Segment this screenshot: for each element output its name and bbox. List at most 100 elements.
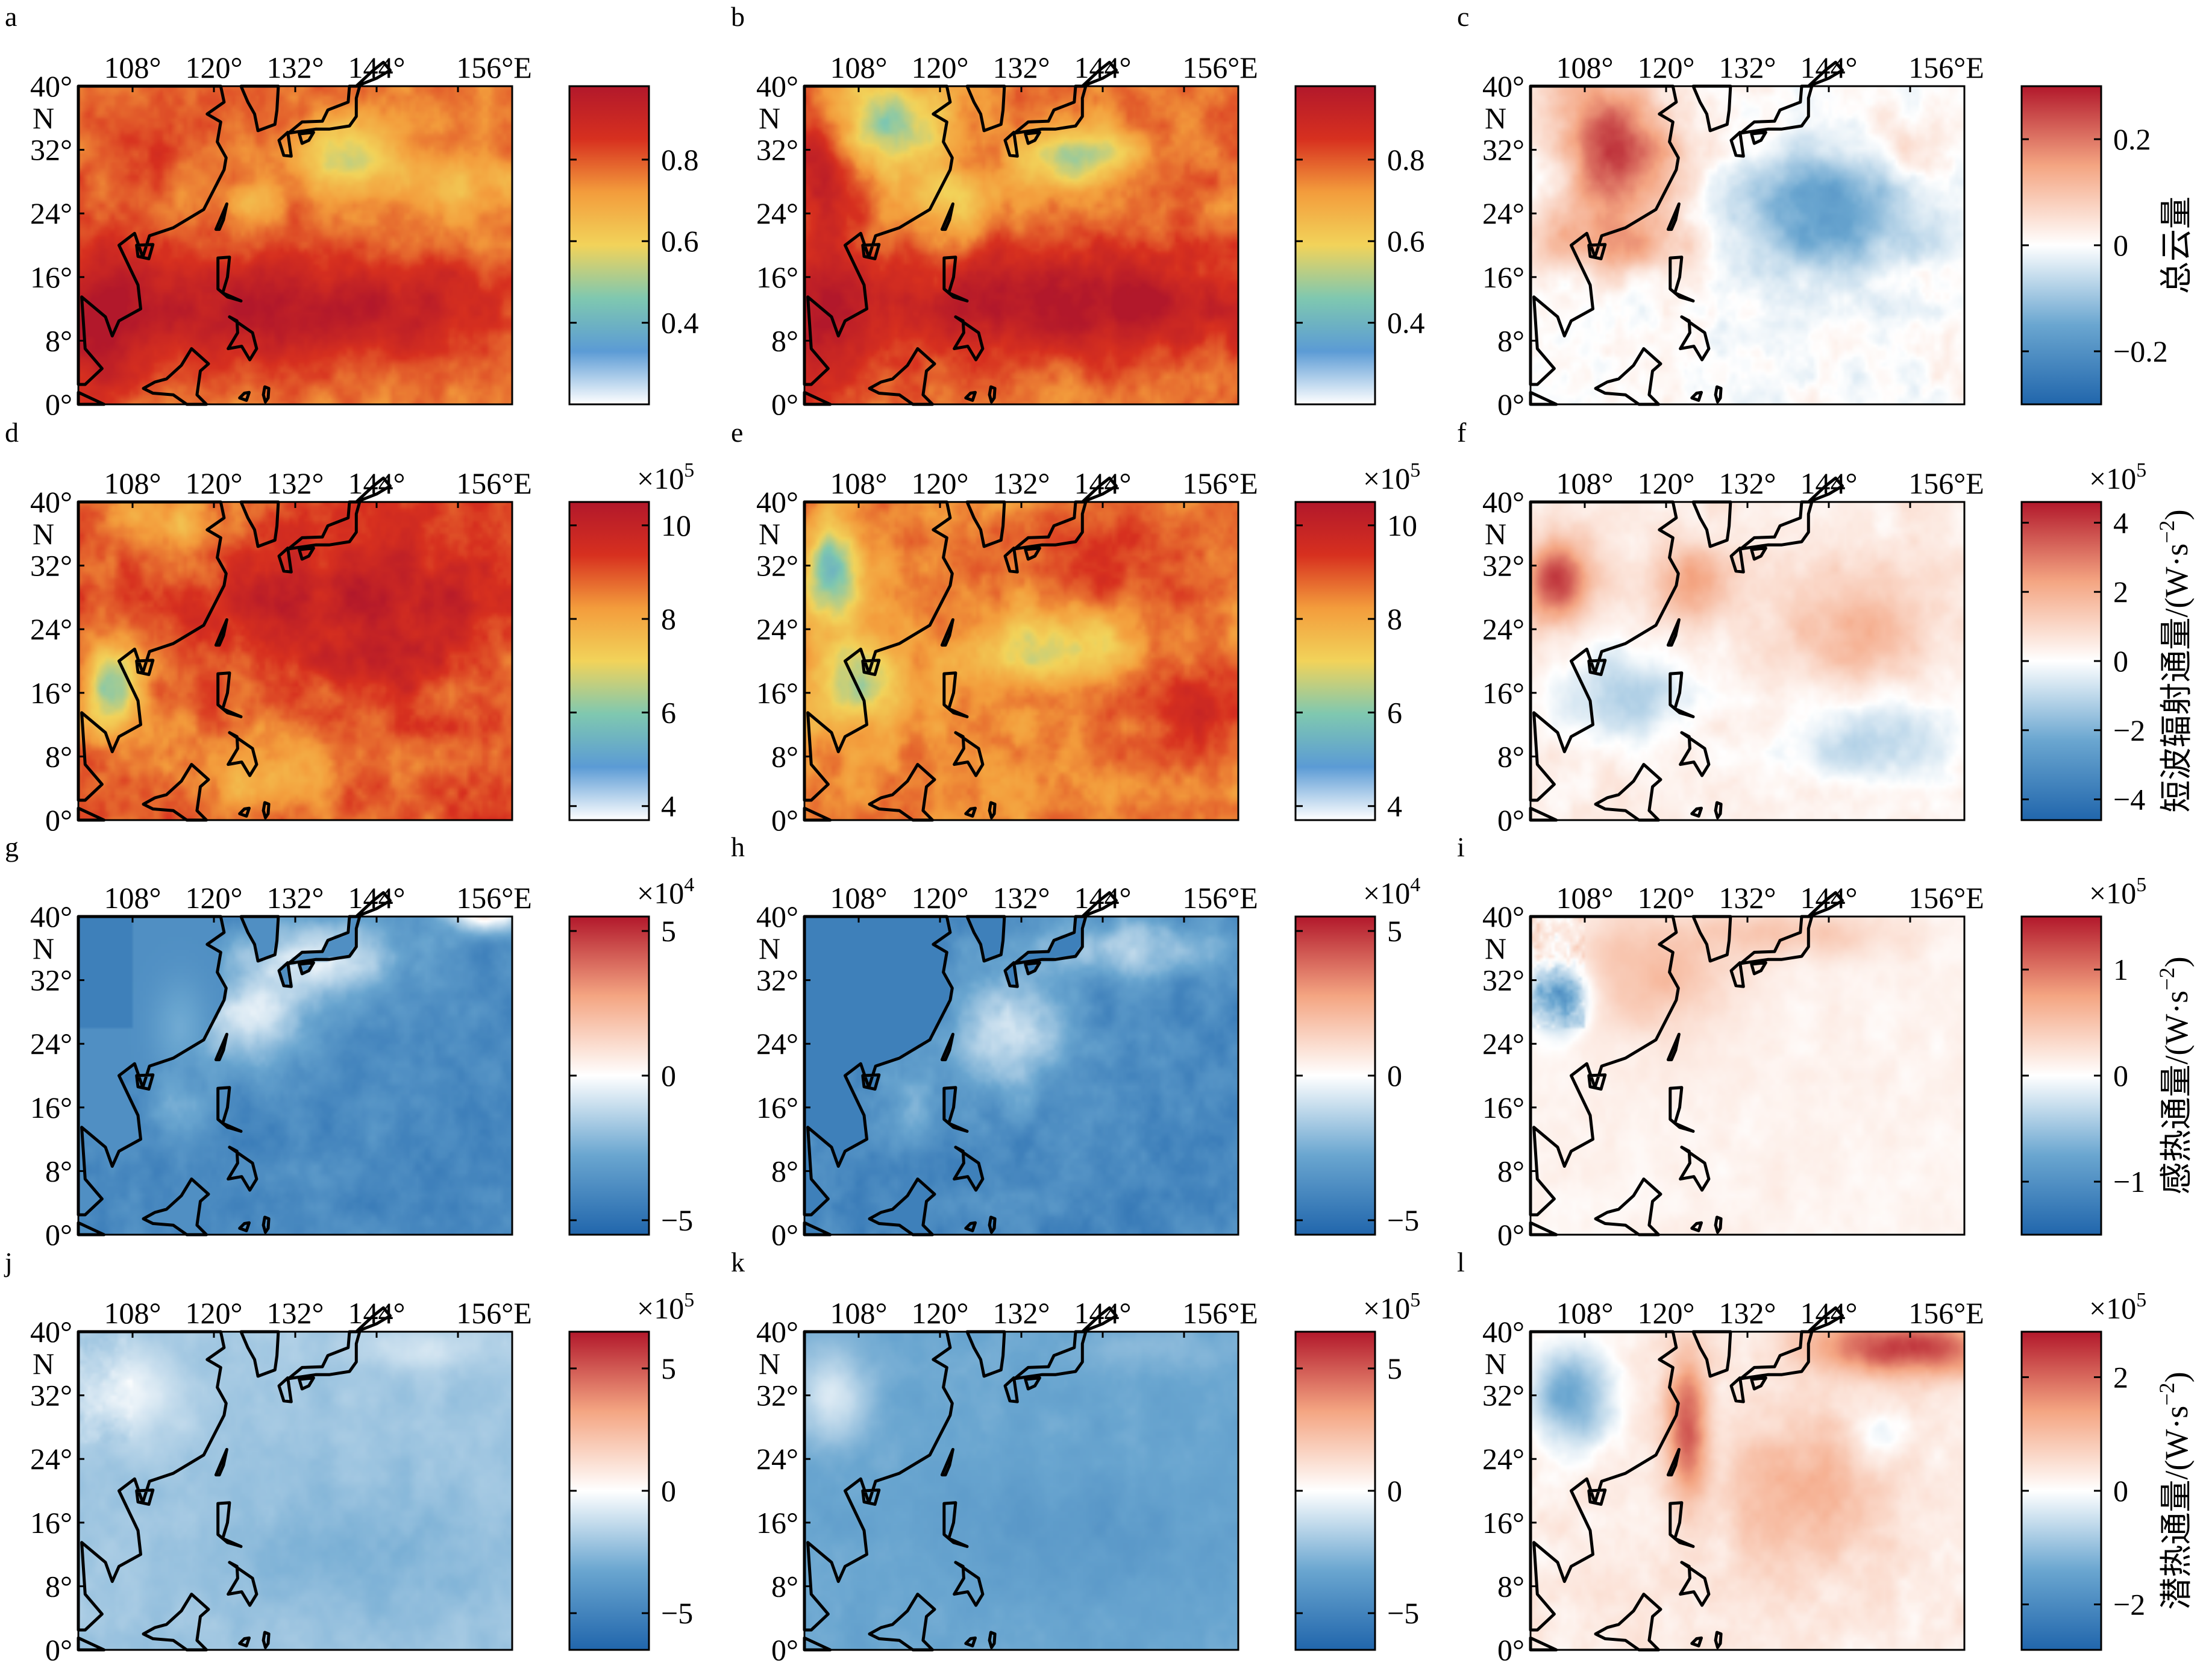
- lon-tick-label: 132°: [993, 881, 1050, 915]
- row-title-exponent: −2: [2155, 1382, 2179, 1405]
- lat-tick-label: 40°: [756, 1315, 798, 1349]
- lat-tick-label: 0°: [771, 803, 798, 837]
- panel-b: b 108° 120° 132° 144° 156°E 40° 32° 24° 16° 8° 0° N 0…: [731, 1, 1425, 421]
- panel-label: b: [731, 1, 745, 32]
- row-title-main: 短波辐射通量/(W·s: [2158, 544, 2195, 813]
- lat-tick-label: 16°: [1482, 676, 1524, 710]
- lat-tick-label: 32°: [1482, 549, 1524, 583]
- lat-tick-label: 32°: [756, 549, 798, 583]
- colorbar-tick-label: −0.2: [2113, 334, 2168, 368]
- multiplier-exponent: 5: [2136, 1289, 2146, 1311]
- lat-tick-label: 8°: [1497, 739, 1524, 773]
- panel-d: d 108° 120° 132° 144° 156°E 40° 32° 24° 16° 8° 0° N 1…: [5, 417, 694, 837]
- lon-tick-label: 144°: [1074, 51, 1132, 84]
- panel-label: e: [731, 417, 743, 448]
- colorbar-tick-label: 0.2: [2113, 122, 2151, 156]
- colorbar-tick-label: −2: [2113, 1588, 2145, 1622]
- row-title-main: 感热通量/(W·s: [2158, 991, 2195, 1195]
- lat-tick-label: 8°: [1497, 1154, 1524, 1188]
- colorbar-tick-label: 4: [2113, 506, 2128, 539]
- panel-i: i 108° 120° 132° 144° 156°E 40° 32° 24° 16° 8° 0° N 1…: [1457, 832, 2146, 1252]
- lon-tick-label: 132°: [267, 1296, 324, 1330]
- lon-tick-label: 156°E: [1182, 881, 1258, 915]
- lat-tick-label: 24°: [756, 1027, 798, 1061]
- lat-tick-label: 8°: [1497, 324, 1524, 357]
- lat-tick-label: 24°: [30, 1027, 72, 1061]
- lat-tick-label: 24°: [1482, 612, 1524, 646]
- panel-f: f 108° 120° 132° 144° 156°E 40° 32° 24° 16° 8° 0° N 4…: [1457, 417, 2146, 837]
- lon-tick-label: 120°: [912, 881, 969, 915]
- multiplier-exponent: 4: [1410, 874, 1420, 896]
- colorbar-tick-label: −2: [2113, 713, 2145, 747]
- colorbar-tick-label: 5: [1387, 1352, 1402, 1385]
- lat-tick-label: 8°: [771, 324, 798, 357]
- multiplier-exponent: 5: [684, 1289, 694, 1311]
- colorbar-tick-label: 0.8: [661, 143, 699, 177]
- lat-tick-label: 8°: [771, 1569, 798, 1603]
- lat-tick-label: 0°: [45, 803, 72, 837]
- colorbar-tick-label: 6: [661, 695, 676, 729]
- multiplier-base: ×10: [637, 462, 684, 495]
- lat-tick-label: 0°: [45, 1218, 72, 1252]
- panel-l: l 108° 120° 132° 144° 156°E 40° 32° 24° 16° 8° 0° N 2…: [1457, 1247, 2146, 1667]
- lat-tick-label: 8°: [771, 739, 798, 773]
- lat-tick-label: 16°: [756, 1091, 798, 1124]
- lon-tick-label: 132°: [1719, 51, 1776, 84]
- lat-tick-label: 24°: [30, 612, 72, 646]
- colorbar: [1294, 1331, 1376, 1651]
- lat-tick-label: 40°: [30, 485, 72, 519]
- lat-tick-label: 0°: [771, 1633, 798, 1667]
- panel-h: h 108° 120° 132° 144° 156°E 40° 32° 24° 16° 8° 0° N 5…: [731, 832, 1420, 1252]
- lat-tick-label: 32°: [30, 133, 72, 167]
- colorbar-tick-label: −5: [661, 1596, 693, 1630]
- lon-tick-label: 108°: [830, 466, 888, 500]
- lat-tick-label: 40°: [1482, 69, 1524, 103]
- colorbar: [2020, 1331, 2102, 1651]
- lat-tick-label: 40°: [30, 69, 72, 103]
- row-title-text: 总云量: [2158, 196, 2195, 294]
- lat-tick-label: 0°: [771, 1218, 798, 1252]
- panel-j: j 108° 120° 132° 144° 156°E 40° 32° 24° 16° 8° 0° N 5…: [4, 1247, 694, 1667]
- colorbar-multiplier: ×105: [637, 459, 694, 495]
- colorbar-tick-label: −1: [2113, 1165, 2145, 1199]
- row-title: 感热通量/(W·s−2): [2155, 956, 2195, 1194]
- multiplier-exponent: 5: [1410, 459, 1420, 481]
- row-title: 短波辐射通量/(W·s−2): [2155, 509, 2195, 812]
- colorbar-tick-label: −5: [1387, 1596, 1419, 1630]
- colorbar-tick-label: 5: [1387, 914, 1402, 948]
- multiplier-exponent: 5: [2136, 459, 2146, 481]
- lat-tick-label: 32°: [756, 1379, 798, 1412]
- row-title-close: ): [2158, 509, 2195, 520]
- panel-label: h: [731, 832, 745, 862]
- lon-tick-label: 144°: [348, 881, 406, 915]
- lat-tick-label: 24°: [1482, 1027, 1524, 1061]
- lat-tick-label: 16°: [756, 676, 798, 710]
- lat-tick-label: 32°: [30, 549, 72, 583]
- lat-unit: N: [1485, 101, 1506, 135]
- colorbar-tick-label: 0: [1387, 1059, 1402, 1092]
- lon-tick-label: 132°: [1719, 881, 1776, 915]
- lon-tick-label: 156°E: [1182, 466, 1258, 500]
- lon-tick-label: 144°: [1800, 1296, 1858, 1330]
- lon-tick-label: 120°: [912, 1296, 969, 1330]
- lon-tick-label: 156°E: [1908, 51, 1984, 84]
- panel-k: k 108° 120° 132° 144° 156°E 40° 32° 24° 16° 8° 0° N 5…: [731, 1247, 1420, 1667]
- colorbar-multiplier: ×105: [2089, 459, 2146, 495]
- lon-tick-label: 156°E: [1908, 1296, 1984, 1330]
- lat-tick-label: 32°: [1482, 133, 1524, 167]
- lon-tick-label: 108°: [104, 466, 161, 500]
- colorbar-tick-label: 4: [661, 789, 676, 823]
- colorbar-tick-label: −5: [1387, 1203, 1419, 1237]
- colorbar-tick-label: 10: [1387, 509, 1417, 542]
- panel-c: c 108° 120° 132° 144° 156°E 40° 32° 24° 16° 8° 0° N 0…: [1457, 1, 2168, 421]
- colorbar-tick-label: 0.6: [661, 224, 699, 258]
- panel-label: l: [1457, 1247, 1465, 1277]
- lon-tick-label: 132°: [993, 51, 1050, 84]
- multiplier-base: ×10: [1363, 462, 1410, 495]
- lon-tick-label: 120°: [186, 881, 243, 915]
- lat-tick-label: 24°: [30, 1442, 72, 1476]
- lon-tick-label: 156°E: [1908, 466, 1984, 500]
- lat-tick-label: 32°: [1482, 964, 1524, 997]
- panel-label: a: [5, 1, 17, 32]
- multiplier-exponent: 5: [2136, 874, 2146, 896]
